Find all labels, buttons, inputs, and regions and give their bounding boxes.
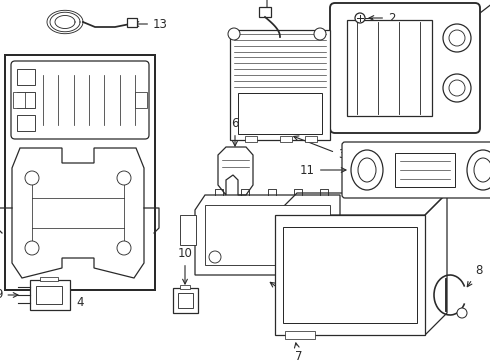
Text: 6: 6 [231, 117, 239, 146]
Bar [180, 285, 190, 289]
Bar [280, 136, 292, 142]
Circle shape [314, 251, 326, 263]
Bar [17, 92, 35, 108]
Circle shape [449, 30, 465, 46]
Ellipse shape [474, 158, 490, 182]
Text: 8: 8 [467, 264, 482, 287]
Text: 5: 5 [270, 282, 294, 303]
Bar [173, 288, 198, 313]
Circle shape [25, 171, 39, 185]
Text: 9: 9 [0, 288, 18, 302]
Bar [17, 69, 35, 85]
Bar [283, 227, 417, 323]
Circle shape [117, 241, 131, 255]
Bar [13, 92, 25, 108]
Bar [230, 30, 330, 140]
Bar [40, 277, 58, 281]
Bar [259, 7, 271, 17]
Bar [17, 115, 35, 131]
Bar [245, 136, 257, 142]
Ellipse shape [351, 150, 383, 190]
Text: 13: 13 [134, 18, 168, 31]
Ellipse shape [358, 158, 376, 182]
FancyBboxPatch shape [342, 142, 490, 198]
Bar [205, 205, 330, 265]
Text: 7: 7 [294, 343, 302, 360]
Circle shape [457, 308, 467, 318]
Circle shape [355, 13, 365, 23]
Circle shape [314, 28, 326, 40]
Circle shape [25, 241, 39, 255]
Bar [127, 18, 137, 27]
FancyBboxPatch shape [330, 3, 480, 133]
Bar [178, 293, 193, 308]
Bar [275, 215, 425, 335]
Bar [305, 136, 317, 142]
FancyBboxPatch shape [11, 61, 149, 139]
Text: 3: 3 [294, 136, 345, 162]
Text: 4: 4 [76, 296, 84, 309]
Bar [285, 331, 315, 339]
Circle shape [228, 28, 240, 40]
Bar [135, 92, 147, 108]
Text: 11: 11 [300, 163, 346, 176]
Circle shape [209, 251, 221, 263]
Text: 10: 10 [177, 247, 193, 284]
Circle shape [449, 80, 465, 96]
Circle shape [443, 24, 471, 52]
Bar [5, 55, 155, 290]
Bar [180, 215, 196, 245]
Bar [36, 286, 62, 304]
Text: 12: 12 [260, 0, 274, 13]
Text: 2: 2 [369, 12, 395, 24]
Bar [395, 153, 455, 187]
Bar [340, 215, 354, 243]
Bar [238, 93, 322, 134]
Circle shape [443, 74, 471, 102]
Bar [347, 20, 432, 116]
Ellipse shape [467, 150, 490, 190]
Circle shape [117, 171, 131, 185]
Bar [30, 280, 70, 310]
